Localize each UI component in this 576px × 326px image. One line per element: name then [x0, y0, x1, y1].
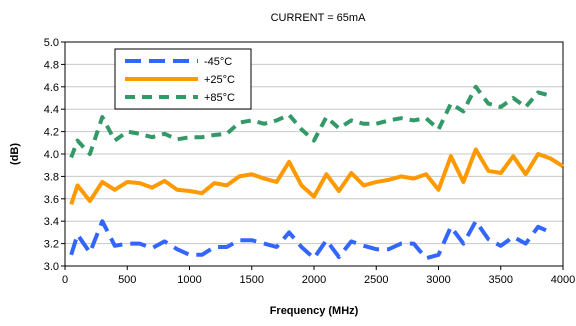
- x-tick-label: 1000: [177, 274, 201, 286]
- series-line: [69, 219, 552, 261]
- x-tick-label: 500: [118, 274, 136, 286]
- x-tick-label: 2000: [302, 274, 326, 286]
- y-tick-label: 5.0: [44, 37, 59, 49]
- x-axis-label: Frequency (MHz): [270, 305, 359, 317]
- series-line: [69, 84, 552, 159]
- legend-label: -45°C: [204, 56, 232, 68]
- y-tick-label: 3.6: [44, 194, 59, 206]
- series-lines: [69, 84, 565, 261]
- y-tick-label: 3.8: [44, 171, 59, 183]
- legend-label: +85°C: [204, 92, 235, 104]
- chart-title: CURRENT = 65mA: [271, 12, 367, 24]
- legend-label: +25°C: [204, 74, 235, 86]
- x-tick-label: 0: [62, 274, 68, 286]
- x-tick-label: 4000: [551, 274, 575, 286]
- x-tick-label: 1500: [240, 274, 264, 286]
- y-tick-label: 4.6: [44, 82, 59, 94]
- x-tick-label: 3000: [426, 274, 450, 286]
- y-axis-label: (dB): [9, 143, 21, 165]
- y-tick-label: 4.2: [44, 127, 59, 139]
- y-tick-label: 4.8: [44, 59, 59, 71]
- x-tick-label: 2500: [364, 274, 388, 286]
- y-tick-label: 4.4: [44, 104, 59, 116]
- y-tick-label: 3.4: [44, 216, 59, 228]
- y-tick-label: 3.2: [44, 239, 59, 251]
- y-axis-ticks: 3.0 3.2 3.4 3.6 3.8 4.0 4.2 4.4 4.6 4.8 5.0: [44, 37, 65, 273]
- series-line: [69, 147, 565, 206]
- y-tick-label: 3.0: [44, 261, 59, 273]
- legend: -45°C +25°C +85°C: [114, 48, 252, 110]
- x-axis-ticks: 0 500 1000 1500 2000 2500 3000 3500 4000: [62, 266, 575, 286]
- y-tick-label: 4.0: [44, 149, 59, 161]
- x-tick-label: 3500: [489, 274, 513, 286]
